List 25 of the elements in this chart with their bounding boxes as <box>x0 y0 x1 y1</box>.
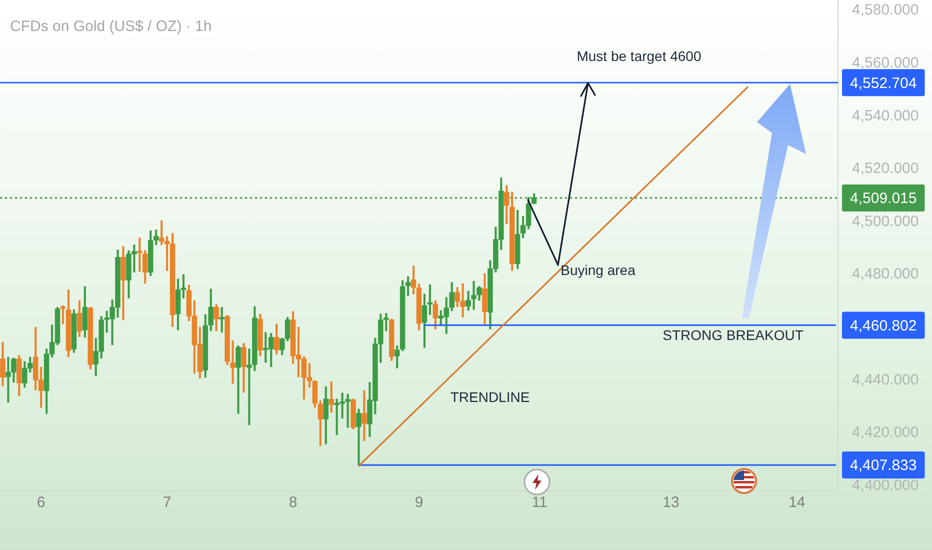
annotation: Must be target 4600 <box>576 48 702 64</box>
x-tick-label: 8 <box>288 494 298 512</box>
y-tick-label: 4,520.000 <box>852 160 919 178</box>
data-label: 4,460.802 <box>850 317 917 334</box>
annotation: TRENDLINE <box>450 388 530 405</box>
y-tick-label: 4,500.000 <box>852 212 919 230</box>
annotation: Buying area <box>560 262 636 278</box>
x-tick-label: 7 <box>162 494 172 512</box>
x-tick-label: 14 <box>788 494 806 512</box>
y-tick-label: 4,440.000 <box>852 371 919 388</box>
text: CFDs on Gold (US$ / OZ) · 1h <box>10 18 212 36</box>
x-tick-label: 6 <box>36 494 46 512</box>
y-tick-label: 4,480.000 <box>852 266 919 283</box>
x-tick-label: 11 <box>532 494 548 512</box>
data-label: 4,407.833 <box>850 457 917 474</box>
y-tick-label: 4,420.000 <box>852 424 919 442</box>
candlestick <box>362 390 367 441</box>
y-tick-label: 4,560.000 <box>852 54 919 72</box>
x-tick-label: 13 <box>662 494 680 512</box>
ref-line-label: 4,552.704 <box>850 74 917 92</box>
annotation: STRONG BREAKOUT <box>662 326 804 343</box>
x-tick-label: 9 <box>414 494 424 512</box>
y-tick-label: 4,540.000 <box>852 107 919 124</box>
y-tick-label: 4,580.000 <box>852 2 919 19</box>
ref-line-label: 4,509.015 <box>850 190 917 208</box>
